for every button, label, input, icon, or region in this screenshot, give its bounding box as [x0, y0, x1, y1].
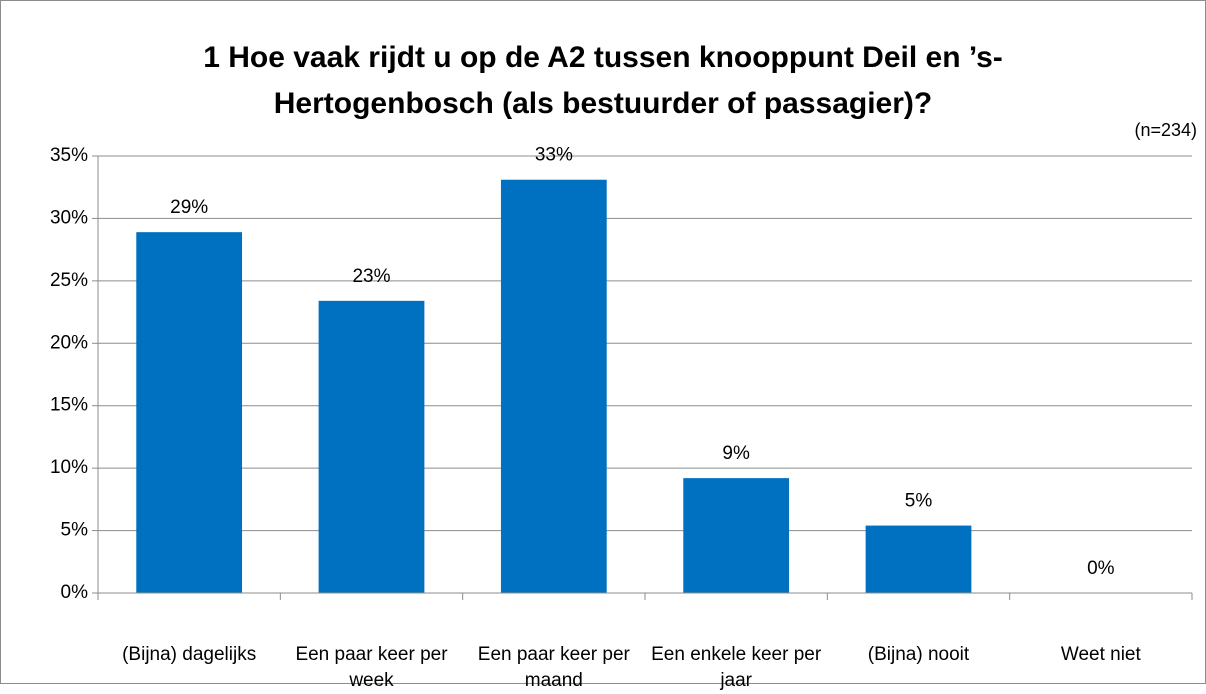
y-tick-label: 20%: [50, 332, 88, 353]
y-tick-label: 10%: [50, 457, 88, 478]
bar: [500, 179, 607, 594]
data-label: 33%: [535, 145, 573, 166]
x-tick-label: Een paar keer per week: [295, 644, 448, 691]
bar: [136, 232, 243, 594]
data-label: 23%: [352, 266, 390, 287]
y-tick-label: 15%: [50, 395, 88, 416]
y-tick-label: 30%: [50, 207, 88, 228]
data-label: 0%: [1087, 558, 1115, 579]
y-tick-label: 0%: [61, 582, 89, 603]
chart-title-line: 1 Hoe vaak rijdt u op de A2 tussen knoop…: [203, 41, 1003, 74]
y-tick-label: 5%: [61, 520, 89, 541]
x-tick-label: Weet niet: [1060, 644, 1141, 665]
y-tick-label: 35%: [50, 145, 88, 166]
x-tick-label: (Bijna) nooit: [867, 644, 970, 665]
x-tick-label: Een paar keer per maand: [477, 644, 630, 691]
chart-title-line: Hertogenbosch (als bestuurder of passagi…: [274, 87, 932, 120]
y-tick-label: 25%: [50, 270, 88, 291]
bar: [865, 525, 972, 593]
x-tick-label: Een enkele keer per jaar: [651, 644, 822, 691]
data-label: 5%: [905, 491, 933, 512]
bar: [318, 300, 425, 593]
data-label: 9%: [722, 443, 750, 464]
data-label: 29%: [170, 197, 208, 218]
x-tick-label: (Bijna) dagelijks: [122, 644, 257, 665]
bar: [683, 478, 790, 593]
chart-subtitle: (n=234): [1134, 120, 1197, 140]
